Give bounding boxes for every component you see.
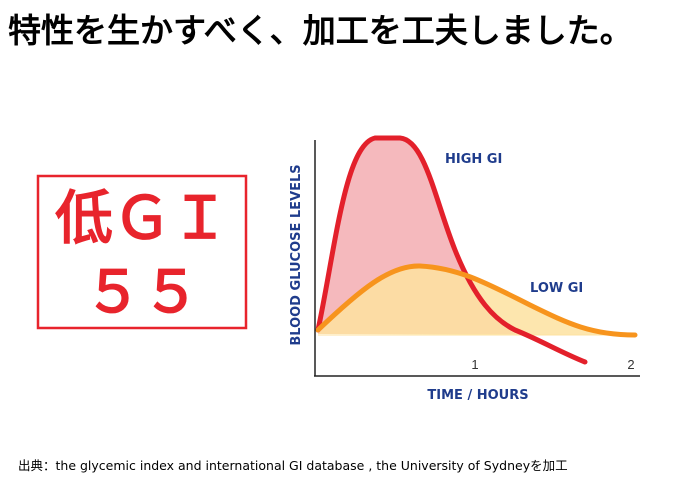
x-tick-label: 2 [627, 357, 634, 372]
badge-frame [36, 174, 248, 330]
x-tick-label: 1 [471, 357, 478, 372]
low-gi-curve [315, 263, 638, 338]
y-axis-label: BLOOD GLUCOSE LEVELS [289, 164, 304, 345]
title: 特性を生かすべく、加工を工夫しました。 [8, 11, 633, 50]
curve-label: LOW GI [530, 281, 583, 296]
high-gi-curve [315, 135, 588, 365]
x-axis-label: TIME / HOURS [427, 388, 528, 403]
badge-line: 低ＧＩ [55, 184, 229, 252]
graph: 1 2 HIGH GI LOW GI TIME / HOURS BLOOD GL… [289, 135, 640, 403]
curve-label: HIGH GI [445, 152, 502, 167]
badge-line: ５５ [84, 258, 200, 326]
source-note: 出典：the glycemic index and international … [18, 458, 568, 473]
